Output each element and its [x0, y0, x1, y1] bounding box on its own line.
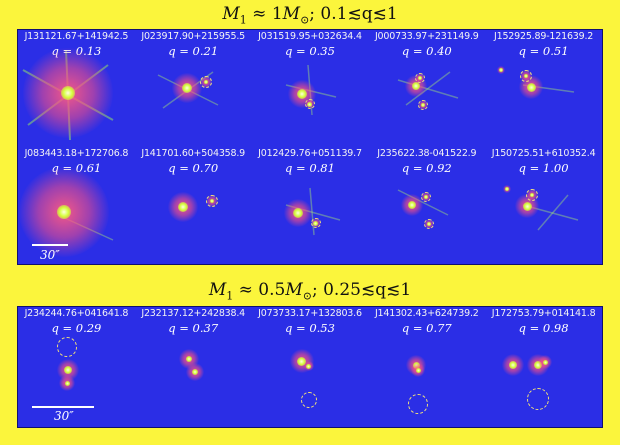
- object-id: J141302.43+624739.2: [374, 308, 479, 319]
- object-id: J023917.90+215955.5: [141, 31, 246, 42]
- scale-bar-top: [32, 244, 68, 246]
- mass-ratio-label: q = 0.29: [51, 321, 102, 335]
- star-core: [412, 82, 421, 90]
- star-core: [509, 361, 518, 369]
- title-top-approx: ≈ 1: [246, 4, 283, 24]
- bottom-cutout: J172753.79+014141.8 q = 0.98: [485, 307, 602, 427]
- companion-ring: [300, 392, 317, 408]
- object-id: J152925.89-121639.2: [494, 31, 594, 42]
- title-top-mass: M: [222, 4, 240, 24]
- mass-ratio-label: q = 0.21: [168, 44, 219, 58]
- bottom-cutout: J141302.43+624739.2 q = 0.77: [368, 307, 485, 427]
- mass-ratio-label: q = 0.81: [285, 161, 335, 175]
- companion-ring: [408, 394, 429, 414]
- top-cutout: J012429.76+051139.7 q = 0.81: [252, 147, 369, 264]
- mass-ratio-label: q = 0.51: [518, 44, 569, 58]
- star-core: [177, 202, 188, 212]
- star-core: [505, 187, 510, 191]
- mass-ratio-label: q = 0.98: [518, 321, 569, 335]
- top-cutout: J023917.90+215955.5 q = 0.21: [135, 30, 252, 147]
- mass-ratio-label: q = 0.77: [401, 321, 452, 335]
- object-id: J150725.51+610352.4: [491, 148, 596, 159]
- object-id: J235622.38-041522.9: [377, 148, 477, 159]
- mass-ratio-label: q = 0.92: [401, 161, 452, 175]
- object-id: J141701.60+504358.9: [141, 148, 246, 159]
- star-core: [408, 201, 417, 209]
- star-core: [296, 89, 307, 99]
- mass-ratio-label: q = 0.40: [401, 44, 452, 58]
- star-core: [306, 363, 312, 369]
- companion-ring: [304, 99, 315, 109]
- object-id: J000733.97+231149.9: [374, 31, 479, 42]
- scale-label-bottom: 30″: [54, 409, 74, 423]
- title-top-unit: M: [282, 4, 301, 24]
- scale-bar-bottom: [32, 406, 94, 408]
- image-panel-top: J131121.67+141942.5q = 0.13J023917.90+21…: [17, 29, 603, 265]
- companion-ring: [520, 70, 533, 82]
- title-bottom-range: ; 0.25≲q≲1: [311, 280, 412, 300]
- companion-ring: [527, 388, 550, 410]
- companion-ring: [57, 337, 77, 357]
- companion-ring: [526, 189, 539, 201]
- figure-title-bottom: M1 ≈ 0.5M⊙; 0.25≲q≲1: [0, 280, 620, 302]
- title-bottom-unit-sub: ⊙: [302, 289, 312, 303]
- top-cutout: J235622.38-041522.9 q = 0.92: [368, 147, 485, 264]
- title-bottom-approx: ≈ 0.5: [233, 280, 286, 300]
- top-cutout: J141701.60+504358.9 q = 0.70: [135, 147, 252, 264]
- top-cutout: J150725.51+610352.4 q = 1.00: [485, 147, 602, 264]
- object-id: J012429.76+051139.7: [258, 148, 362, 159]
- title-top-mass-sub: 1: [239, 13, 247, 27]
- companion-ring: [199, 76, 212, 88]
- object-id: J031519.95+032634.4: [258, 31, 362, 42]
- mass-ratio-label: q = 1.00: [518, 161, 569, 175]
- object-id: J073733.17+132803.6: [258, 308, 362, 319]
- star-core: [415, 367, 421, 373]
- top-cutout: J000733.97+231149.9 q = 0.40: [368, 30, 485, 147]
- figure-title-top: M1 ≈ 1M⊙; 0.1≲q≲1: [0, 4, 620, 26]
- star-core: [185, 356, 192, 362]
- mass-ratio-label: q = 0.53: [285, 321, 335, 335]
- star-core: [64, 366, 72, 374]
- title-bottom-unit: M: [285, 280, 303, 300]
- top-cutout: J083443.18+172706.8q = 0.61: [18, 147, 135, 264]
- star-core: [64, 380, 70, 386]
- star-core: [191, 369, 198, 375]
- companion-ring: [415, 73, 426, 83]
- companion-ring: [421, 192, 432, 202]
- top-cutout: J031519.95+032634.4 q = 0.35: [252, 30, 369, 147]
- mass-ratio-label: q = 0.35: [285, 44, 335, 58]
- star-core: [292, 208, 303, 218]
- star-core: [61, 86, 75, 100]
- companion-ring: [418, 100, 429, 110]
- title-top-range: ; 0.1≲q≲1: [309, 4, 398, 24]
- companion-ring: [310, 218, 321, 228]
- star-core: [499, 68, 504, 72]
- star-core: [181, 83, 192, 93]
- star-core: [522, 201, 532, 211]
- companion-ring: [424, 219, 435, 229]
- bottom-cutout: J073733.17+132803.6 q = 0.53: [252, 307, 369, 427]
- object-id: J172753.79+014141.8: [491, 308, 596, 319]
- bottom-cutout: J234244.76+041641.8 q = 0.29: [18, 307, 135, 427]
- star-core: [57, 205, 71, 219]
- mass-ratio-label: q = 0.70: [168, 161, 219, 175]
- companion-ring: [205, 195, 218, 207]
- bottom-cutout: J232137.12+242838.4 q = 0.37: [135, 307, 252, 427]
- object-id: J131121.67+141942.5: [24, 31, 129, 42]
- scale-label-top: 30″: [40, 248, 60, 262]
- top-cutout: J152925.89-121639.2 q = 0.51: [485, 30, 602, 147]
- title-bottom-mass: M: [208, 280, 227, 300]
- object-id: J234244.76+041641.8: [24, 308, 129, 319]
- object-id: J232137.12+242838.4: [141, 308, 246, 319]
- mass-ratio-label: q = 0.37: [168, 321, 219, 335]
- object-id: J083443.18+172706.8: [24, 148, 129, 159]
- title-top-unit-sub: ⊙: [300, 13, 310, 27]
- star-core: [297, 356, 307, 366]
- image-panel-bottom: J234244.76+041641.8 q = 0.29 J232137.12+24…: [17, 306, 603, 428]
- top-cutout: J131121.67+141942.5q = 0.13: [18, 30, 135, 147]
- star-core: [526, 82, 536, 92]
- star-core: [542, 359, 548, 365]
- title-bottom-mass-sub: 1: [226, 289, 234, 303]
